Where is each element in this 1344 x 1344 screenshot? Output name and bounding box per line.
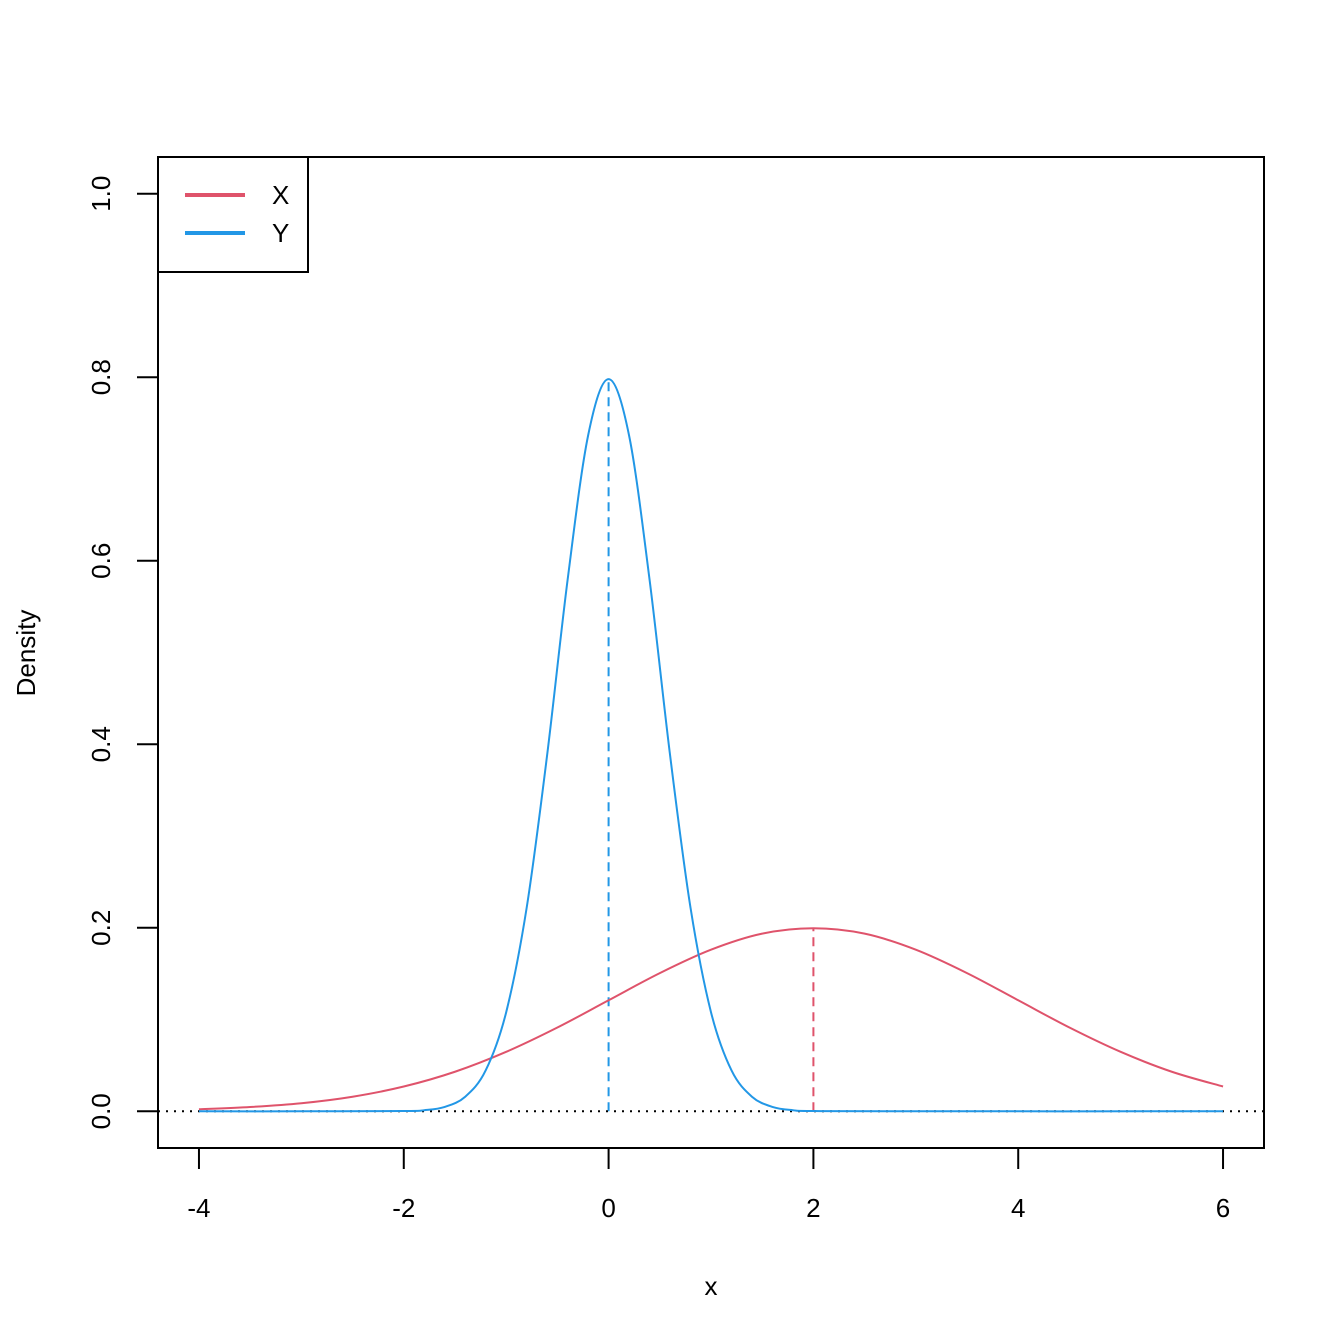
- axes: -4 -2 0 2 4 6 0.0 0.2 0.4 0.6 0.8 1.0: [86, 176, 1230, 1223]
- x-tick-label: 6: [1216, 1193, 1230, 1223]
- x-axis-label: x: [705, 1271, 718, 1301]
- y-tick-label: 0.6: [86, 543, 116, 579]
- y-tick-label: 0.4: [86, 726, 116, 762]
- y-axis-label: Density: [11, 610, 41, 697]
- x-tick-label: -4: [187, 1193, 210, 1223]
- x-tick-label: 0: [601, 1193, 615, 1223]
- y-tick-label: 1.0: [86, 176, 116, 212]
- legend-label-y: Y: [272, 218, 289, 248]
- plot-marks: [158, 378, 1264, 1113]
- x-tick-label: -2: [392, 1193, 415, 1223]
- legend: XY: [157, 156, 309, 273]
- series-line-y: [198, 378, 1224, 1113]
- legend-label-x: X: [272, 180, 289, 210]
- y-tick-label: 0.2: [86, 910, 116, 946]
- x-tick-label: 4: [1011, 1193, 1025, 1223]
- plot-frame: [157, 156, 1265, 1149]
- y-tick-label: 0.8: [86, 359, 116, 395]
- y-tick-label: 0.0: [86, 1093, 116, 1129]
- x-tick-label: 2: [806, 1193, 820, 1223]
- series-line-x: [198, 927, 1224, 1111]
- legend-box: [157, 156, 309, 273]
